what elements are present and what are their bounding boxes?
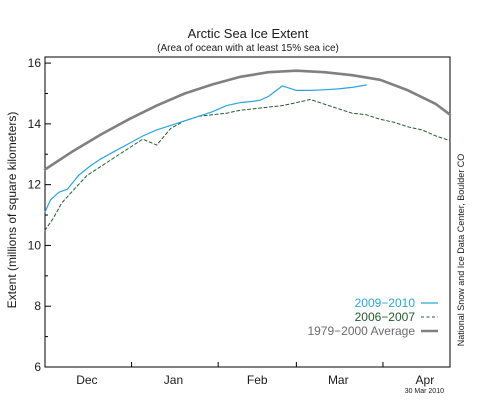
y-tick-label: 10	[28, 238, 42, 252]
legend-label: 1979−2000 Average	[307, 324, 415, 338]
x-tick-label: Jan	[164, 373, 183, 387]
series-line-0	[44, 84, 367, 213]
x-tick-label: Mar	[328, 373, 349, 387]
chart-subtitle: (Area of ocean with at least 15% sea ice…	[157, 43, 339, 54]
x-axis: Dec Jan Feb Mar Apr	[44, 362, 435, 387]
series-line-1	[44, 99, 451, 231]
y-tick-label: 12	[28, 178, 42, 192]
chart-title: Arctic Sea Ice Extent	[188, 26, 309, 41]
x-tick-label: Dec	[76, 373, 97, 387]
x-tick-label: Apr	[416, 373, 435, 387]
legend-label: 2006−2007	[355, 310, 416, 324]
y-tick-label: 8	[34, 299, 41, 313]
y-tick-label: 16	[28, 56, 42, 70]
y-axis-title: Extent (millions of square kilometers)	[5, 112, 19, 309]
x-tick-label: Feb	[247, 373, 268, 387]
legend-label: 2009−2010	[355, 296, 416, 310]
date-stamp: 30 Mar 2010	[405, 388, 444, 395]
y-axis: 6 8 10 12 14 16	[28, 56, 51, 374]
series-layer	[43, 69, 452, 231]
y-tick-label: 6	[34, 360, 41, 374]
series-line-2	[43, 69, 452, 171]
credit-text: National Snow and Ice Data Center, Bould…	[456, 154, 466, 347]
y-tick-label: 14	[28, 117, 42, 131]
